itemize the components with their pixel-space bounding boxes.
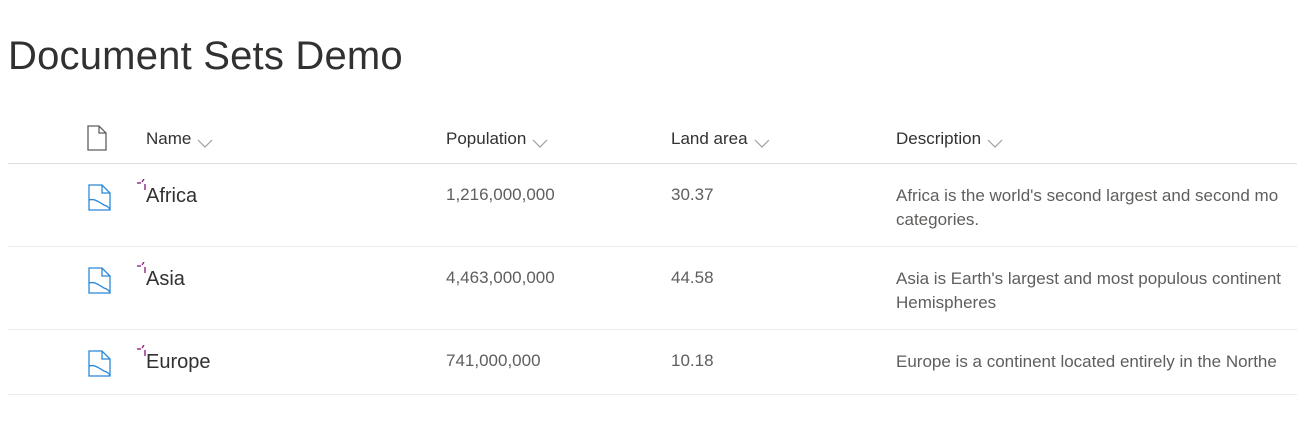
chevron-down-icon: [754, 134, 770, 148]
document-set-icon: [87, 183, 113, 213]
row-name-link[interactable]: Africa: [146, 185, 198, 207]
row-description-line: Africa is the world's second largest and…: [896, 186, 1279, 205]
chevron-down-icon: [197, 134, 213, 148]
column-header-population-label: Population: [446, 128, 527, 148]
row-land-area: 30.37: [671, 185, 714, 204]
row-description: Africa is the world's second largest and…: [896, 184, 1297, 232]
page-title: Document Sets Demo: [8, 34, 403, 78]
row-name-link[interactable]: Europe: [146, 351, 211, 373]
row-description-line: Asia is Earth's largest and most populou…: [896, 269, 1282, 288]
column-header-description[interactable]: Description: [896, 114, 1003, 163]
row-description: Asia is Earth's largest and most populou…: [896, 267, 1297, 315]
new-item-sparkle-icon: [136, 178, 150, 190]
document-list: Name Population Land area Description: [8, 114, 1297, 395]
row-description-line: Europe is a continent located entirely i…: [896, 352, 1277, 371]
row-description-line: Hemispheres: [896, 293, 997, 312]
column-header-name[interactable]: Name: [146, 114, 213, 163]
column-header-name-label: Name: [146, 128, 192, 148]
document-set-icon: [87, 349, 113, 379]
column-header-description-label: Description: [896, 128, 982, 148]
row-land-area: 10.18: [671, 351, 714, 370]
row-description: Europe is a continent located entirely i…: [896, 350, 1297, 374]
row-population: 4,463,000,000: [446, 268, 555, 287]
row-land-area: 44.58: [671, 268, 714, 287]
new-item-sparkle-icon: [136, 261, 150, 273]
file-icon[interactable]: [86, 125, 108, 151]
table-row[interactable]: Europe 741,000,000 10.18 Europe is a con…: [8, 330, 1297, 395]
column-header-land-area[interactable]: Land area: [671, 114, 770, 163]
row-population: 1,216,000,000: [446, 185, 555, 204]
column-header-population[interactable]: Population: [446, 114, 548, 163]
new-item-sparkle-icon: [136, 344, 150, 356]
row-description-line: categories.: [896, 210, 980, 229]
column-header-land-area-label: Land area: [671, 128, 748, 148]
list-header: Name Population Land area Description: [8, 114, 1297, 164]
chevron-down-icon: [987, 134, 1003, 148]
chevron-down-icon: [532, 134, 548, 148]
table-row[interactable]: Asia 4,463,000,000 44.58 Asia is Earth's…: [8, 247, 1297, 330]
row-population: 741,000,000: [446, 351, 541, 370]
table-row[interactable]: Africa 1,216,000,000 30.37 Africa is the…: [8, 164, 1297, 247]
document-set-icon: [87, 266, 113, 296]
row-name-link[interactable]: Asia: [146, 268, 185, 290]
